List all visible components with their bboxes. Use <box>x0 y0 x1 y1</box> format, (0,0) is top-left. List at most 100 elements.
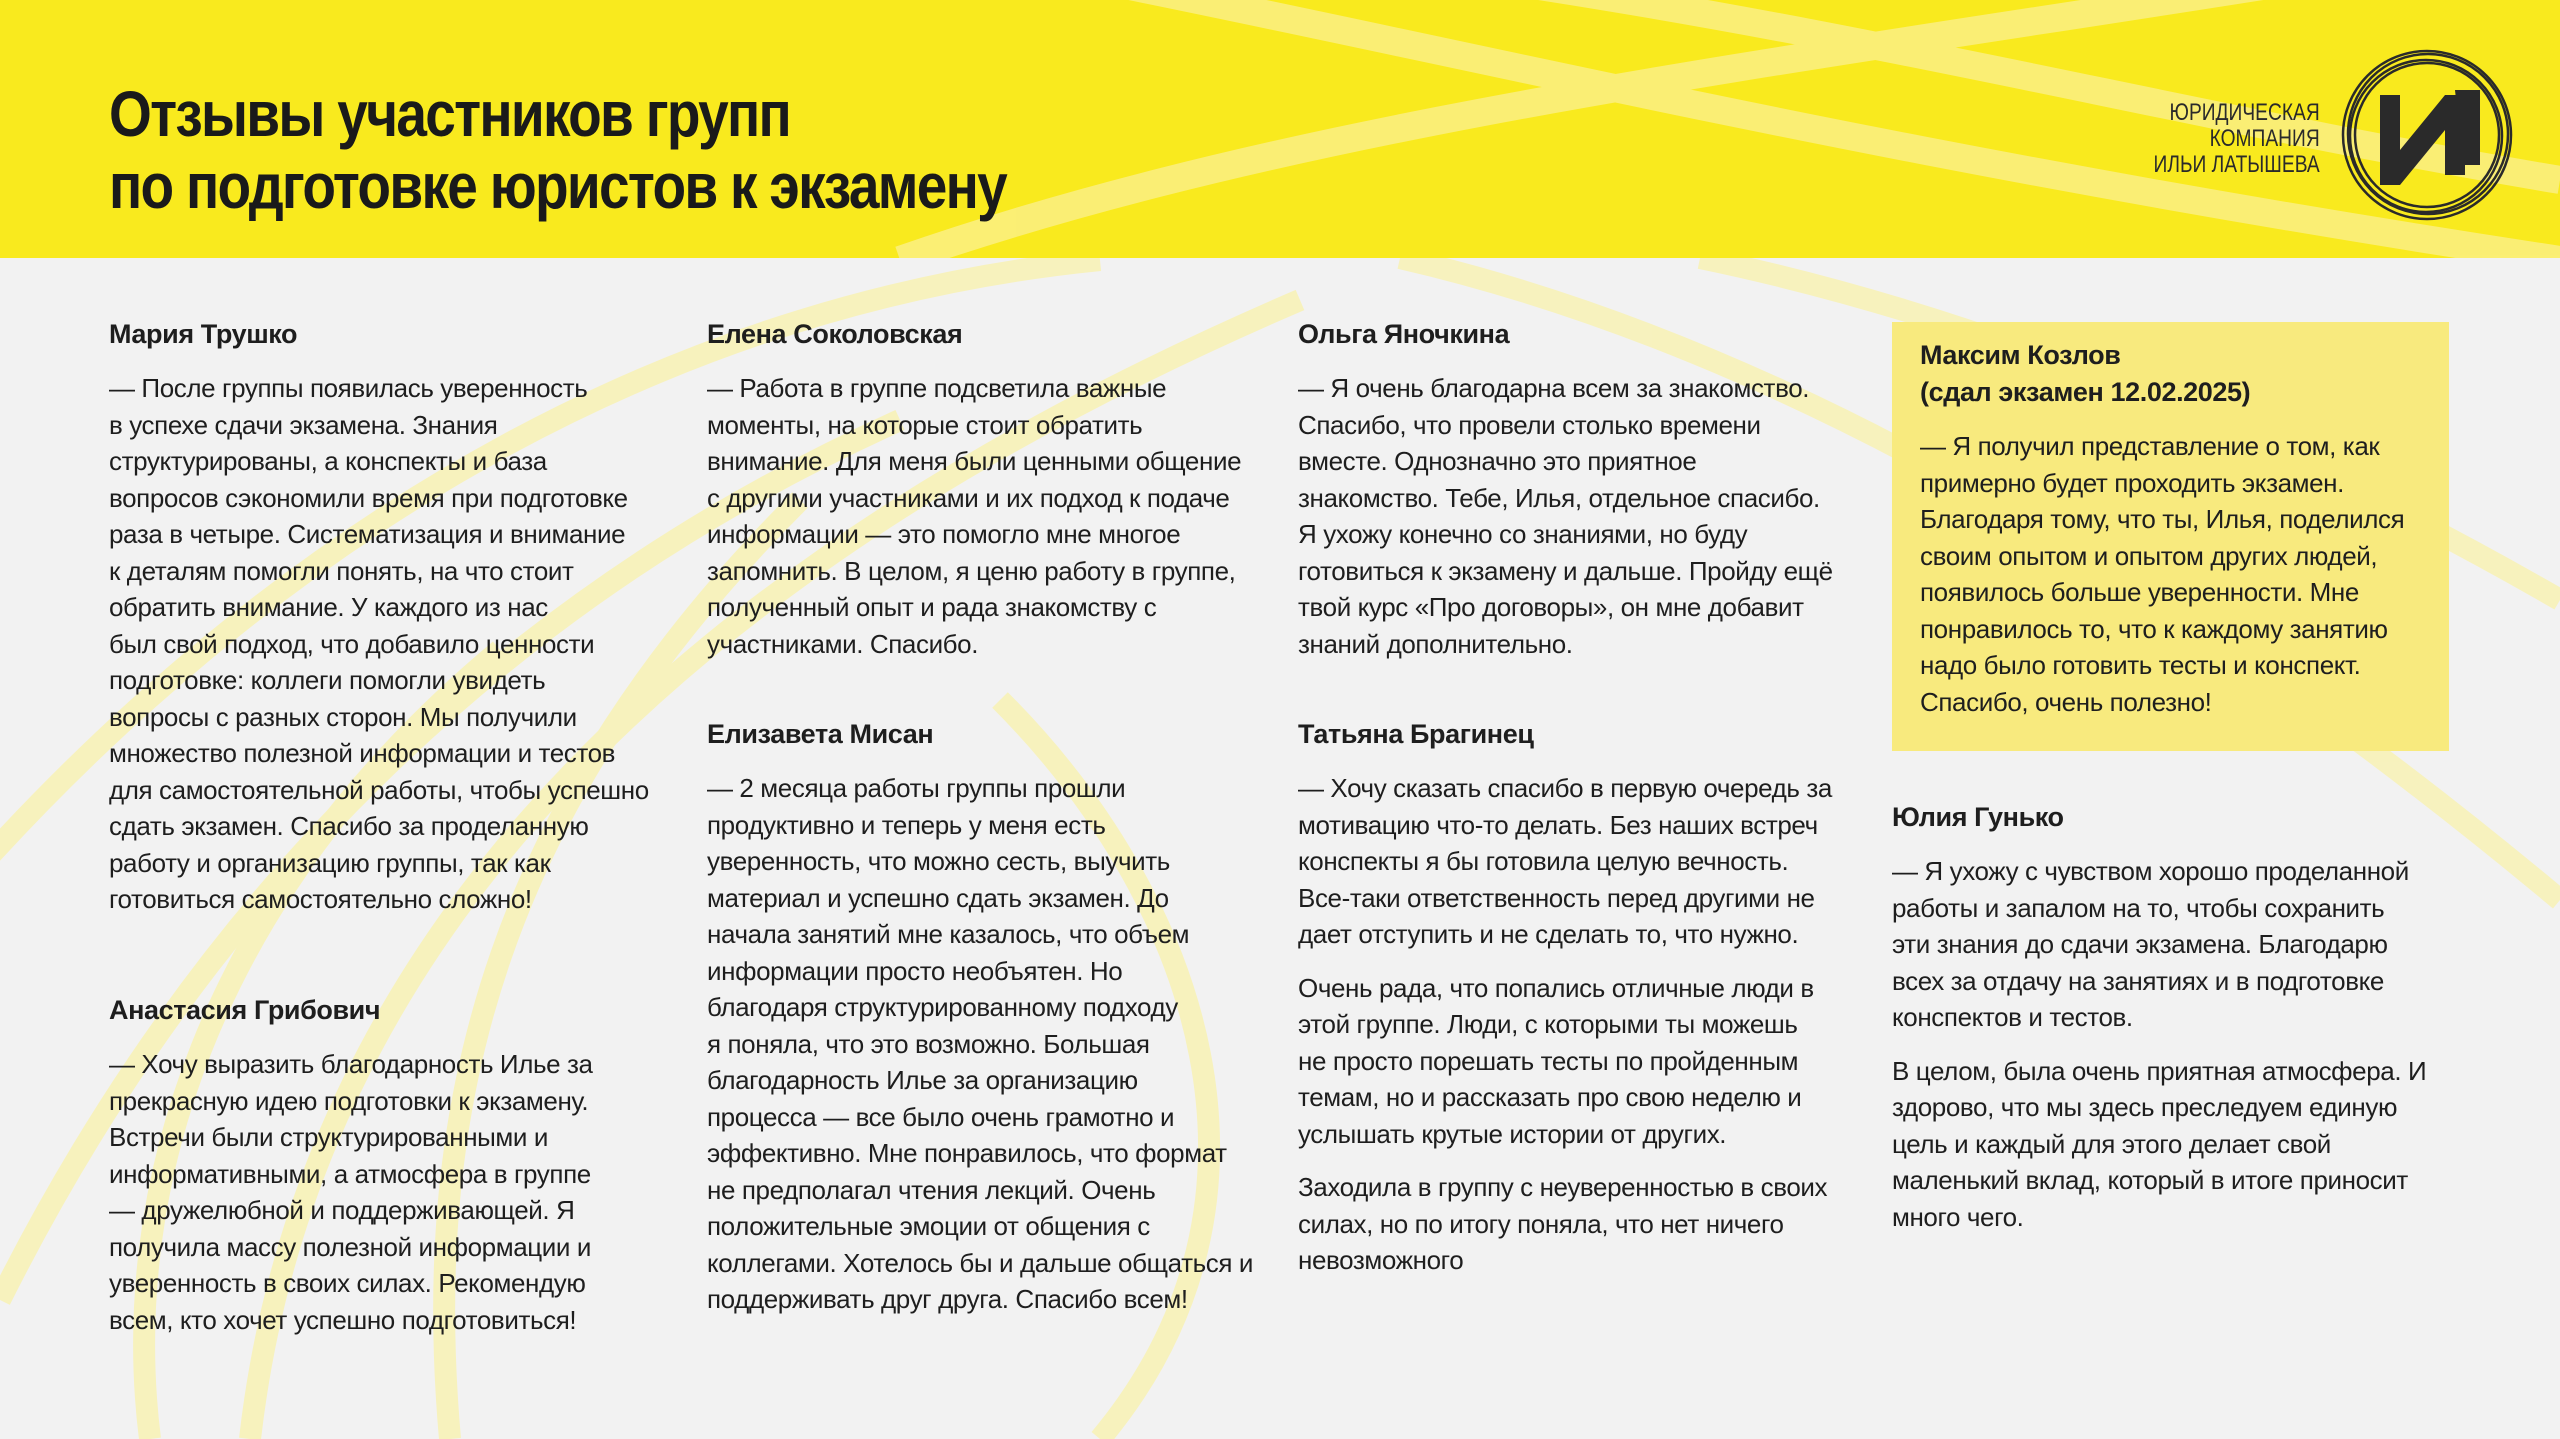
reviewer-name-text: Максим Козлов <box>1920 340 2121 370</box>
review-text-line: дает отступить и не сделать то, что нужн… <box>1298 919 1799 949</box>
review-text-line: — Я очень благодарна всем за знакомство. <box>1298 373 1810 403</box>
review-text-line: информации — это помогло мне многое <box>707 519 1181 549</box>
review-text-line: положительные эмоции от общения с <box>707 1211 1150 1241</box>
review-text-line: всем, кто хочет успешно подготовиться! <box>109 1304 577 1335</box>
title-line: по подготовке юристов к экзамену <box>109 150 1008 222</box>
reviewer-name: Татьяна Брагинец <box>1298 716 1832 753</box>
review-card: Татьяна Брагинец — Хочу сказать спасибо в… <box>1298 716 1832 1296</box>
reviewer-note: (сдал экзамен 12.02.2025) <box>1920 377 2251 407</box>
review-text-line: появилось больше уверенности. Мне <box>1920 577 2359 607</box>
header-banner: Отзывы участников групп по подготовке юр… <box>0 0 2560 258</box>
review-text-line: — 2 месяца работы группы прошли <box>707 773 1126 803</box>
review-card: Мария Трушко — После группы появилась уве… <box>109 316 649 935</box>
reviewer-name-text: Елена Соколовская <box>707 319 963 349</box>
review-text-line: я поняла, что это возможно. Большая <box>707 1028 1150 1059</box>
reviewer-name-text: Мария Трушко <box>109 319 298 349</box>
review-text-line: — Хочу выразить благодарность Илье за <box>109 1049 593 1079</box>
review-text-line: знакомство. Тебе, Илья, отдельное спасиб… <box>1298 482 1820 513</box>
review-text-line: процесса — все было очень грамотно и <box>707 1101 1175 1132</box>
review-text-line: маленький вклад, который в итоге приноси… <box>1892 1165 2408 1195</box>
review-text-line: поддерживать друг друга. Спасибо всем! <box>707 1284 1188 1314</box>
review-text-line: запомнить. В целом, я ценю работу в груп… <box>707 555 1236 586</box>
review-text-line: множество полезной информации и тестов <box>109 738 616 768</box>
review-text-line: — Хочу сказать спасибо в первую очередь … <box>1298 773 1832 803</box>
review-text-line: уверенность в своих силах. Рекомендую <box>109 1268 586 1298</box>
review-card: Максим Козлов (сдал экзамен 12.02.2025) — … <box>1920 337 2405 737</box>
review-text-line: коллегами. Хотелось бы и дальше общаться… <box>707 1247 1253 1278</box>
review-text-line: — Я ухожу с чувством хорошо проделанной <box>1892 856 2409 886</box>
review-card: Ольга Яночкина — Я очень благодарна всем … <box>1298 316 1833 679</box>
reviewer-name: Мария Трушко <box>109 316 649 353</box>
review-text-line: начала занятий мне казалось, что объем <box>707 919 1190 949</box>
review-text-line: вопросов сэкономили время при подготовке <box>109 482 628 513</box>
review-text-line: не просто порешать тесты по пройденным <box>1298 1045 1799 1076</box>
review-text-line: примерно будет проходить экзамен. <box>1920 467 2344 498</box>
review-text-line: невозможного <box>1298 1245 1464 1275</box>
review-text-line: эти знания до сдачи экзамена. Благодарю <box>1892 929 2388 959</box>
logo-text-line: ИЛЬИ ЛАТЫШЕВА <box>2153 151 2320 178</box>
review-text-line: моменты, на которые стоит обратить <box>707 409 1143 440</box>
logo-text-line: ЮРИДИЧЕСКАЯ <box>2169 99 2320 126</box>
page-title: Отзывы участников групп по подготовке юр… <box>109 78 1008 222</box>
review-text-line: эффективно. Мне понравилось, что формат <box>707 1138 1227 1168</box>
review-text-line: конспекты я бы готовила целую вечность. <box>1298 846 1789 876</box>
review-text-line: Спасибо, что провели столько времени <box>1298 409 1761 440</box>
review-paragraph: — После группы появилась уверенность в ус… <box>109 370 649 918</box>
review-paragraph: — Я очень благодарна всем за знакомство.… <box>1298 370 1833 662</box>
review-text-line: с другими участниками и их подход к пода… <box>707 482 1230 513</box>
review-text-line: готовиться самостоятельно сложно! <box>109 884 532 914</box>
review-text-line: мотивацию что-то делать. Без наших встре… <box>1298 809 1818 840</box>
review-text-line: был свой подход, что добавило ценности <box>109 628 595 659</box>
review-paragraph: — Я ухожу с чувством хорошо проделанной р… <box>1892 853 2426 1036</box>
review-paragraph: — Хочу выразить благодарность Илье за пре… <box>109 1046 593 1338</box>
review-text-line: обратить внимание. У каждого из нас <box>109 592 548 622</box>
reviewer-name: Максим Козлов (сдал экзамен 12.02.2025) <box>1920 337 2404 411</box>
review-text-line: уверенность, что можно сесть, выучить <box>707 846 1170 876</box>
review-text-line: благодарность Илье за организацию <box>707 1065 1138 1095</box>
review-paragraph: В целом, была очень приятная атмосфера. … <box>1892 1053 2427 1236</box>
review-paragraph: — Я получил представление о том, как прим… <box>1920 428 2405 720</box>
review-text-line: готовиться к экзамену и дальше. Пройду е… <box>1298 555 1833 586</box>
review-text-line: вопросы с разных сторон. Мы получили <box>109 701 577 732</box>
review-text-line: к деталям помогли понять, на что стоит <box>109 555 574 586</box>
review-text-line: раза в четыре. Систематизация и внимание <box>109 519 626 549</box>
review-text-line: Все-таки ответственность перед другими н… <box>1298 882 1815 913</box>
review-text-line: услышать крутые истории от других. <box>1298 1118 1727 1149</box>
review-text-line: — Работа в группе подсветила важные <box>707 373 1167 403</box>
reviewer-name: Анастасия Грибович <box>109 992 593 1029</box>
review-text-line: — После группы появилась уверенность <box>109 373 588 403</box>
review-text-line: — дружелюбной и поддерживающей. Я <box>109 1195 575 1225</box>
review-card: Елизавета Мисан — 2 месяца работы группы … <box>707 716 1253 1335</box>
company-logo: ЮРИДИЧЕСКАЯ КОМПАНИЯ ИЛЬИ ЛАТЫШЕВА <box>2154 40 2520 240</box>
review-paragraph: — 2 месяца работы группы прошли продуктив… <box>707 770 1253 1318</box>
review-text-line: работу и организацию группы, так как <box>109 847 551 878</box>
reviewer-name-text: Татьяна Брагинец <box>1298 719 1534 749</box>
review-text-line: надо было готовить тесты и конспект. <box>1920 650 2361 680</box>
logo-text-line: КОМПАНИЯ <box>2209 125 2320 152</box>
review-text-line: Очень рада, что попались отличные люди в <box>1298 972 1814 1003</box>
review-text-line: участниками. Спасибо. <box>707 628 979 659</box>
review-text-line: своим опытом и опытом других людей, <box>1920 540 2378 571</box>
reviewer-name-text: Юлия Гунько <box>1892 802 2064 832</box>
review-text-line: информации просто необъятен. Но <box>707 955 1123 986</box>
review-paragraph: — Хочу сказать спасибо в первую очередь … <box>1298 770 1832 953</box>
review-text-line: много чего. <box>1892 1201 2024 1232</box>
review-text-line: информативными, а атмосфера в группе <box>109 1158 591 1189</box>
review-text-line: подготовке: коллеги помогли увидеть <box>109 665 546 695</box>
review-text-line: не предполагал чтения лекций. Очень <box>707 1174 1156 1205</box>
review-text-line: полученный опыт и рада знакомству с <box>707 592 1157 622</box>
review-text-line: цель и каждый для этого делает свой <box>1892 1128 2331 1159</box>
reviewer-name-text: Анастасия Грибович <box>109 995 381 1025</box>
review-card: Елена Соколовская — Работа в группе подсв… <box>707 316 1242 679</box>
review-text-line: Встречи были структурированными и <box>109 1122 548 1152</box>
review-text-line: работы и запалом на то, чтобы сохранить <box>1892 892 2385 923</box>
review-text-line: вместе. Однозначно это приятное <box>1298 446 1697 476</box>
review-text-line: всех за отдачу на занятиях и в подготовк… <box>1892 965 2384 996</box>
review-card: Анастасия Грибович — Хочу выразить благод… <box>109 992 593 1355</box>
review-text-line: внимание. Для меня были ценными общение <box>707 446 1242 476</box>
review-text-line: структурированы, а конспекты и база <box>109 446 547 476</box>
review-paragraph: Очень рада, что попались отличные люди в… <box>1298 970 1832 1153</box>
review-text-line: Спасибо, очень полезно! <box>1920 686 2212 717</box>
review-text-line: В целом, была очень приятная атмосфера. … <box>1892 1055 2427 1086</box>
featured-review-highlight <box>1892 322 2449 751</box>
